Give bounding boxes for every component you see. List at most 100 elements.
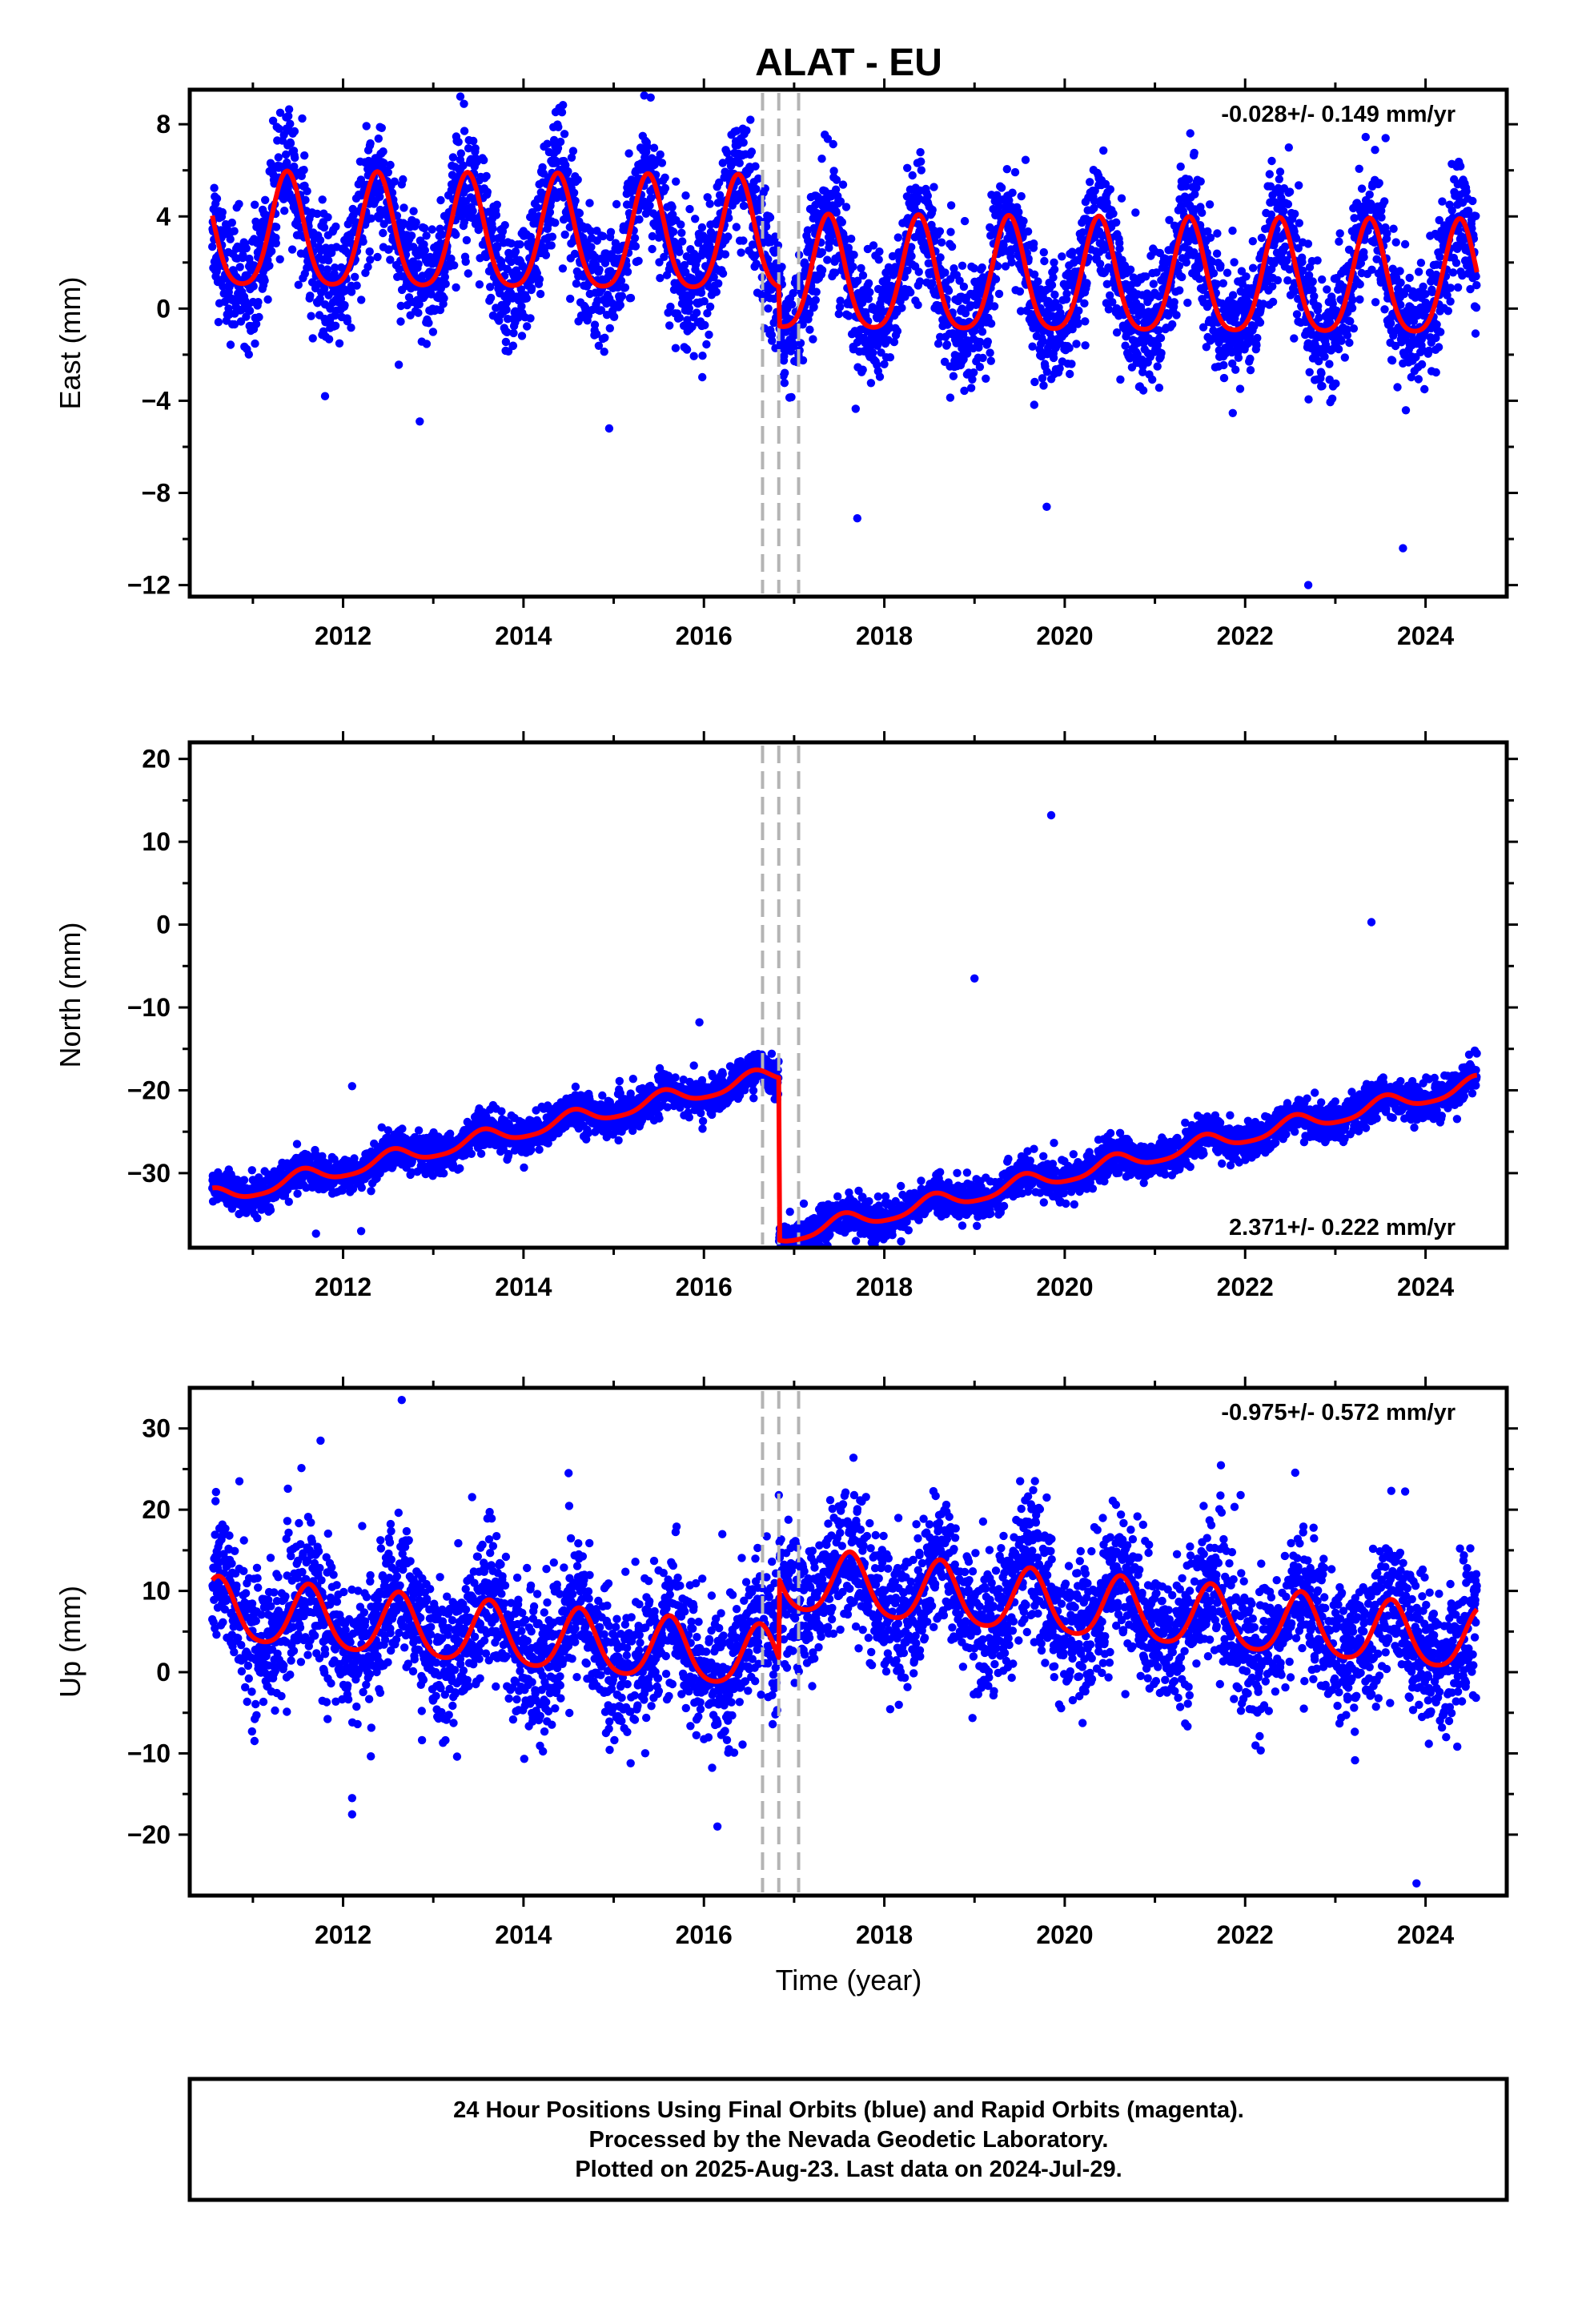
east-point <box>913 300 922 309</box>
east-point <box>482 171 491 181</box>
east-point <box>1152 268 1161 277</box>
east-point <box>409 207 418 215</box>
east-point <box>1446 297 1455 306</box>
east-point <box>224 304 233 313</box>
east-point <box>486 283 495 292</box>
east-point <box>701 320 709 330</box>
east-point <box>606 227 616 236</box>
east-point <box>869 241 878 250</box>
east-point <box>459 161 468 170</box>
east-point <box>227 218 236 227</box>
east-point <box>1116 375 1125 384</box>
east-point <box>1248 263 1258 272</box>
east-point <box>1285 265 1294 274</box>
east-point <box>306 292 315 300</box>
east-point <box>960 386 969 396</box>
east-point <box>946 227 955 236</box>
east-point <box>1242 272 1251 281</box>
east-point <box>1435 215 1443 225</box>
east-point <box>1425 268 1435 277</box>
east-point <box>1468 196 1477 206</box>
east-point <box>832 175 841 184</box>
east-x-tick-label: 2024 <box>1397 621 1454 650</box>
north-point <box>253 1213 262 1223</box>
east-point <box>1149 279 1158 288</box>
east-point <box>946 201 956 210</box>
east-point <box>955 276 964 285</box>
east-point <box>548 232 557 241</box>
east-point <box>680 260 689 270</box>
east-point <box>599 231 608 241</box>
east-point <box>1275 167 1285 176</box>
east-outlier-point <box>604 424 614 433</box>
east-point <box>978 353 987 363</box>
east-point <box>324 256 333 265</box>
east-point <box>765 213 775 222</box>
east-point <box>1267 156 1276 166</box>
east-point <box>849 251 858 259</box>
east-point <box>1015 287 1025 296</box>
east-point <box>244 350 253 359</box>
east-point <box>982 374 990 383</box>
east-point <box>1019 216 1028 226</box>
east-point <box>523 322 532 331</box>
east-point <box>441 279 450 288</box>
east-x-tick-label: 2014 <box>495 621 552 650</box>
east-point <box>970 263 979 273</box>
east-point <box>1021 155 1030 164</box>
east-point <box>770 248 779 257</box>
east-point <box>1438 197 1447 206</box>
east-point <box>709 272 718 282</box>
east-point <box>1357 184 1367 193</box>
east-point <box>1431 333 1440 343</box>
east-point <box>503 328 512 336</box>
east-x-tick-label: 2016 <box>676 621 733 650</box>
east-point <box>475 280 484 289</box>
east-point <box>363 263 372 271</box>
east-point <box>1325 360 1334 368</box>
east-point <box>691 215 700 223</box>
east-point <box>315 235 325 245</box>
north-data-points <box>208 810 1481 1248</box>
east-point <box>366 139 375 148</box>
east-point <box>517 302 526 311</box>
east-point <box>829 139 837 149</box>
east-point <box>1203 227 1212 236</box>
east-point <box>1138 368 1147 376</box>
east-point <box>287 245 297 254</box>
east-point <box>1446 283 1456 292</box>
east-point <box>1416 259 1426 267</box>
east-point <box>1086 178 1094 187</box>
east-point <box>1067 360 1076 368</box>
east-point <box>480 155 488 165</box>
east-point <box>290 162 299 171</box>
east-point <box>754 174 763 183</box>
east-point <box>1068 247 1077 256</box>
east-point <box>1228 359 1237 368</box>
east-point <box>997 183 1006 192</box>
east-point <box>1081 341 1090 350</box>
east-point <box>508 341 518 350</box>
east-point <box>541 251 551 259</box>
east-point <box>1257 233 1267 243</box>
east-point <box>1082 279 1091 287</box>
east-point <box>280 207 289 215</box>
north-point <box>302 1183 311 1192</box>
east-point <box>1182 182 1191 191</box>
east-point <box>331 263 339 272</box>
east-point <box>752 184 761 194</box>
east-point <box>789 288 797 298</box>
east-point <box>553 143 563 153</box>
east-point <box>1191 190 1199 199</box>
east-point <box>970 368 978 377</box>
east-point <box>214 318 223 327</box>
east-point <box>1421 290 1430 299</box>
east-point <box>723 148 732 158</box>
east-point <box>567 153 576 162</box>
east-point <box>994 202 1003 211</box>
east-point <box>1396 278 1405 287</box>
east-point <box>739 201 749 211</box>
east-point <box>315 295 324 304</box>
east-point <box>1395 267 1404 275</box>
east-point <box>301 195 310 204</box>
